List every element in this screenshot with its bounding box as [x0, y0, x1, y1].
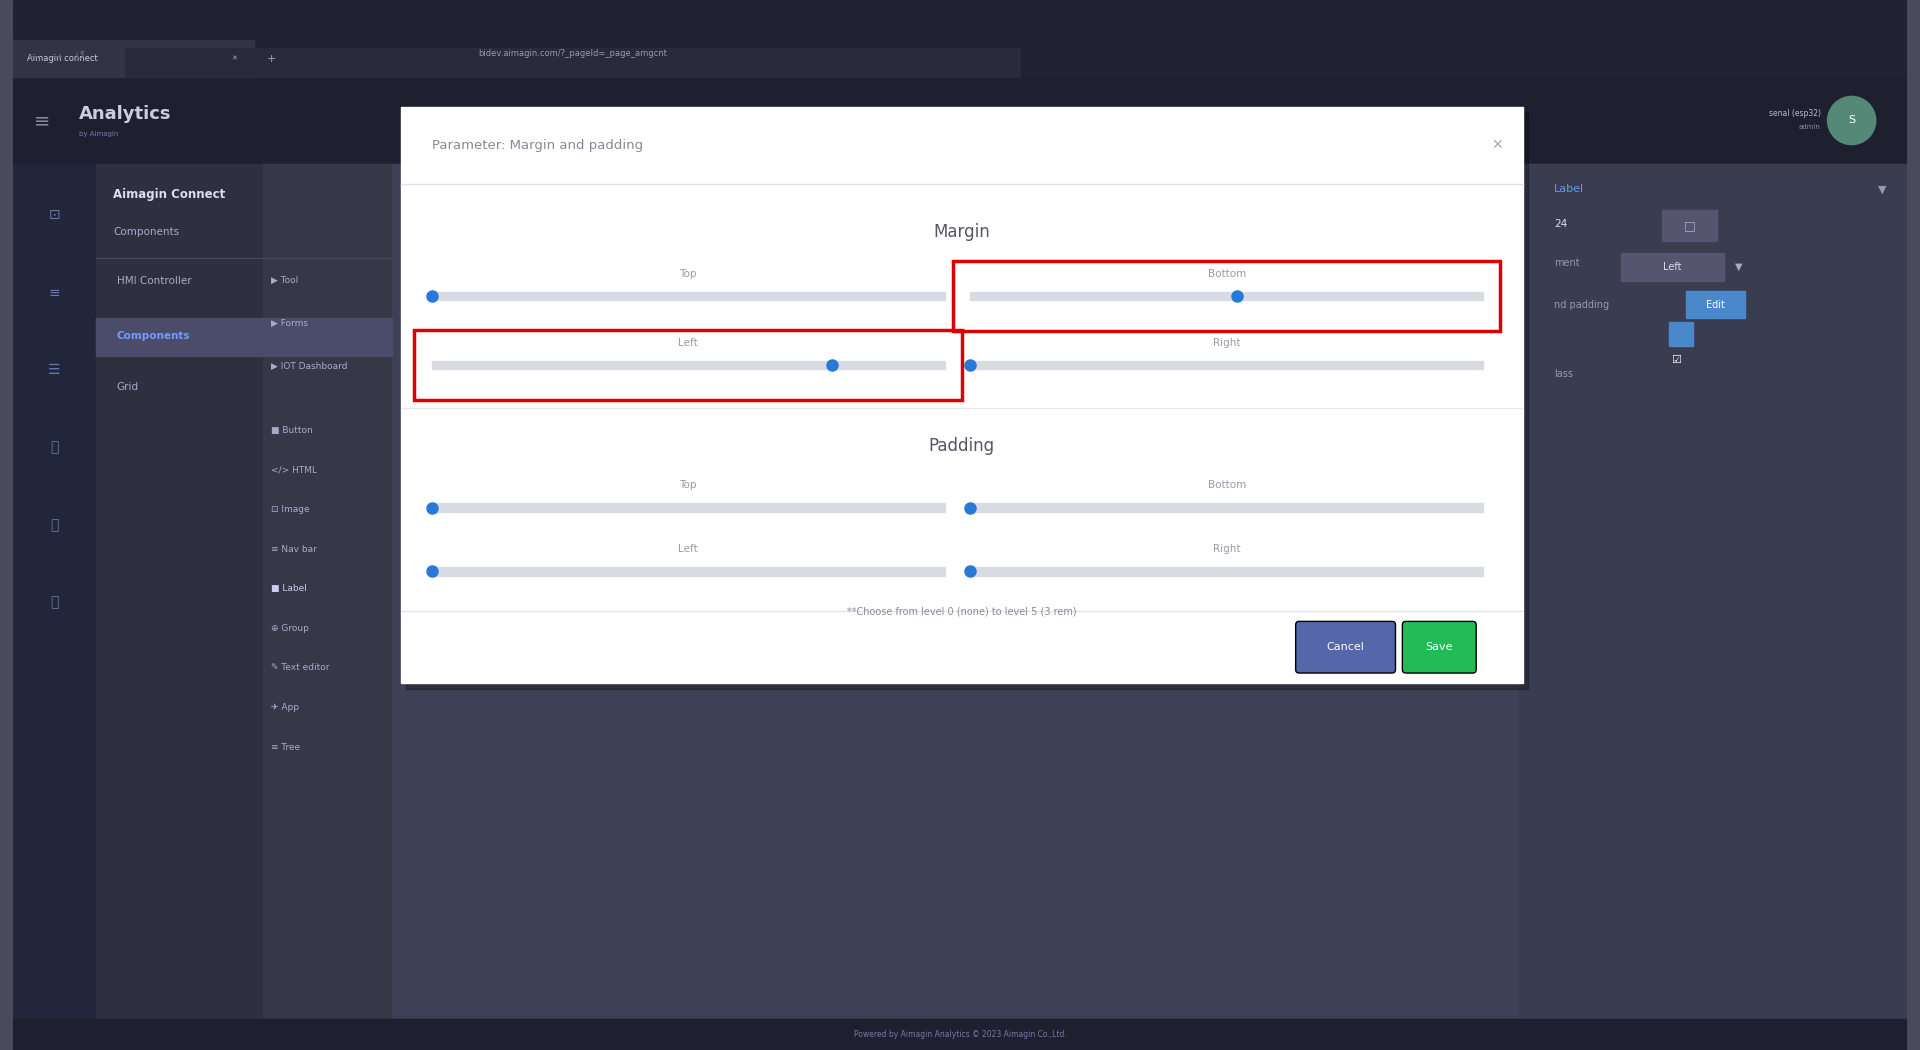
Text: ≡: ≡	[48, 286, 60, 299]
Text: ■ Button: ■ Button	[271, 426, 313, 435]
Text: Margin: Margin	[933, 224, 991, 242]
Text: senal (esp32): senal (esp32)	[1768, 109, 1820, 118]
Text: S: S	[1849, 116, 1855, 126]
Text: HMI Controller: HMI Controller	[117, 275, 192, 286]
Text: ▼: ▼	[1878, 185, 1887, 194]
Bar	[263, 164, 392, 1050]
Text: Right: Right	[1213, 544, 1240, 554]
Text: Left: Left	[1663, 261, 1682, 272]
Bar	[1620, 253, 1724, 280]
Bar	[952, 260, 1501, 332]
Text: ⊡: ⊡	[48, 208, 60, 223]
Text: 📄: 📄	[50, 595, 60, 609]
Text: Components: Components	[113, 228, 179, 237]
Bar	[96, 164, 392, 1050]
Bar	[970, 567, 1484, 575]
Bar	[13, 1018, 1907, 1050]
Text: admin: admin	[1799, 124, 1820, 130]
Text: Padding: Padding	[929, 437, 995, 455]
Bar	[405, 112, 1528, 689]
Text: Top: Top	[680, 481, 697, 490]
Text: Cancel: Cancel	[1327, 643, 1365, 652]
Circle shape	[1828, 97, 1876, 145]
Text: ←: ←	[27, 50, 38, 63]
Text: 🔒: 🔒	[50, 441, 60, 455]
Bar	[96, 318, 392, 356]
Text: ☑: ☑	[1670, 355, 1680, 364]
Bar	[1663, 210, 1716, 242]
Text: Analytics: Analytics	[79, 105, 171, 123]
Bar	[1686, 291, 1745, 318]
Text: ▶ Forms: ▶ Forms	[271, 319, 309, 328]
Bar	[392, 164, 1907, 1050]
Text: ✕: ✕	[230, 56, 236, 62]
Text: ▼: ▼	[1734, 261, 1741, 272]
Text: Aimagin Connect: Aimagin Connect	[113, 188, 225, 201]
Text: Top: Top	[680, 269, 697, 278]
Text: by Aimagin: by Aimagin	[79, 131, 117, 138]
Text: Aimagin connect: Aimagin connect	[27, 54, 98, 63]
Bar	[415, 330, 962, 400]
Text: ▶ IOT Dashboard: ▶ IOT Dashboard	[271, 362, 348, 371]
Bar	[1519, 164, 1907, 1050]
Text: ■ Label: ■ Label	[271, 584, 307, 593]
Bar	[125, 48, 1020, 78]
Text: ▶ Tool: ▶ Tool	[271, 276, 300, 285]
Text: ✎ Text editor: ✎ Text editor	[271, 664, 330, 672]
Text: ≡ Tree: ≡ Tree	[271, 742, 301, 752]
Text: ≡ Nav bar: ≡ Nav bar	[271, 545, 317, 553]
Text: Grid: Grid	[117, 382, 138, 393]
Text: **Choose from level 0 (none) to level 5 (3 rem): **Choose from level 0 (none) to level 5 …	[847, 606, 1077, 616]
Text: Bottom: Bottom	[1208, 481, 1246, 490]
Bar	[970, 504, 1484, 512]
Text: nd padding: nd padding	[1553, 299, 1609, 310]
Text: ⊕ Group: ⊕ Group	[271, 624, 309, 633]
Bar	[432, 567, 945, 575]
Text: lass: lass	[1553, 369, 1572, 378]
Text: Edit: Edit	[1707, 299, 1724, 310]
Text: □: □	[1684, 219, 1695, 232]
Text: ✕: ✕	[1492, 139, 1503, 152]
Text: 24: 24	[1553, 218, 1567, 229]
Text: Label: Label	[1553, 185, 1584, 194]
Bar	[13, 164, 96, 1050]
Bar	[401, 107, 1523, 684]
Text: bidev.aimagin.com/?_pageId=_page_amgcnt: bidev.aimagin.com/?_pageId=_page_amgcnt	[478, 49, 666, 58]
Text: 👥: 👥	[50, 518, 60, 532]
Text: ≡: ≡	[35, 111, 50, 130]
Text: →: →	[52, 50, 61, 63]
Text: Save: Save	[1425, 643, 1453, 652]
Text: +: +	[267, 54, 276, 63]
Text: </> HTML: </> HTML	[271, 465, 317, 475]
FancyBboxPatch shape	[1402, 622, 1476, 673]
Text: ↺: ↺	[75, 50, 86, 63]
FancyBboxPatch shape	[1296, 622, 1396, 673]
Text: ment: ment	[1553, 258, 1580, 269]
Text: Parameter: Margin and padding: Parameter: Margin and padding	[432, 139, 643, 152]
Bar	[1668, 322, 1693, 347]
Text: Right: Right	[1213, 337, 1240, 348]
Bar	[432, 504, 945, 512]
Text: Left: Left	[678, 544, 697, 554]
Bar	[13, 78, 1907, 164]
Text: Components: Components	[117, 331, 190, 340]
Bar	[432, 292, 945, 300]
Bar	[13, 0, 1907, 78]
Text: Bottom: Bottom	[1208, 269, 1246, 278]
Text: Powered by Aimagin Analytics © 2023 Aimagin Co.,Ltd.: Powered by Aimagin Analytics © 2023 Aima…	[854, 1030, 1066, 1040]
Text: ⊡ Image: ⊡ Image	[271, 505, 311, 514]
Text: ☰: ☰	[48, 363, 61, 377]
Bar	[13, 40, 253, 78]
Bar	[432, 360, 945, 370]
Text: ✈ App: ✈ App	[271, 702, 300, 712]
Text: Left: Left	[678, 337, 697, 348]
Bar	[970, 292, 1484, 300]
Bar	[970, 360, 1484, 370]
